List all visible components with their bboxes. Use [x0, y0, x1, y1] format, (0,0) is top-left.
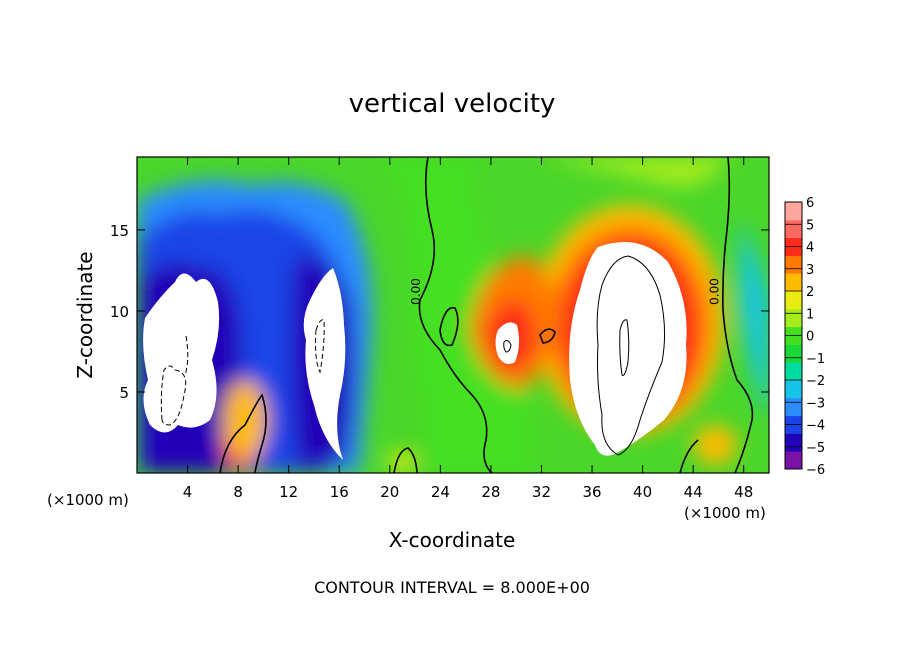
downdraft-core-west — [143, 273, 220, 433]
zero-contour-arc-left — [219, 393, 267, 473]
colorbar-swatch — [785, 362, 802, 381]
x-tick-label: 48 — [734, 483, 753, 501]
colorbar-swatch — [785, 380, 802, 399]
colorbar-swatch — [785, 273, 802, 292]
x-tick-label: 16 — [330, 483, 349, 501]
updraft-core-east — [569, 242, 687, 456]
colorbar-tick-label: 0 — [806, 330, 814, 345]
colorbar-tick-label: 5 — [806, 218, 814, 233]
contour-label: 0.00 — [409, 278, 423, 305]
contour-labels: 0.00 0.00 — [409, 278, 721, 305]
zero-contour-cell — [539, 328, 556, 344]
x-tick-label: 36 — [582, 483, 601, 501]
plot-frame — [136, 156, 770, 474]
colorbar: 6 5 4 3 2 1 0 −1 −2 −3 −4 −5 −6 — [784, 196, 825, 478]
updraft-contour-inner — [619, 319, 630, 376]
y-tick-label: 10 — [110, 303, 129, 321]
colorbar-tick-label: −1 — [806, 352, 825, 367]
y-tick-label: 5 — [119, 384, 129, 402]
colorbar-swatch — [785, 451, 802, 470]
zero-contour-east — [722, 157, 754, 473]
zero-contour-dome — [393, 447, 418, 473]
zero-contour-loop — [439, 306, 459, 347]
y-tick-label: 15 — [110, 222, 129, 240]
colorbar-tick-label: −3 — [806, 396, 825, 411]
x-tick-label: 40 — [633, 483, 652, 501]
x-unit-label-right: (×1000 m) — [684, 504, 766, 522]
colorbar-swatch — [785, 291, 802, 310]
colorbar-swatch — [785, 219, 802, 239]
colorbar-tick-label: −5 — [806, 441, 825, 456]
colorbar-swatch — [785, 397, 802, 417]
colorbar-tick-label: −2 — [806, 374, 825, 389]
colorbar-tick-label: 6 — [806, 196, 814, 211]
colorbar-tick-label: 1 — [806, 307, 814, 322]
colorbar-tick-label: −4 — [806, 419, 825, 434]
colorbar-swatch — [785, 308, 802, 328]
downdraft-contour-west — [160, 365, 187, 426]
colorbar-swatch — [785, 433, 802, 452]
colorbar-swatch — [785, 202, 802, 221]
x-tick-label: 12 — [279, 483, 298, 501]
x-tick-label: 24 — [431, 483, 450, 501]
x-tick-label: 20 — [380, 483, 399, 501]
x-axis-ticks: 4 8 12 16 20 24 28 32 36 40 44 48 — [183, 157, 753, 501]
downdraft-contour-west-line — [184, 335, 189, 376]
x-tick-label: 4 — [183, 483, 193, 501]
contour-interval-note: CONTOUR INTERVAL = 8.000E+00 — [314, 578, 590, 597]
x-tick-label: 44 — [684, 483, 703, 501]
zero-contour-west — [418, 157, 493, 473]
colorbar-swatch — [785, 255, 802, 274]
y-axis-label: Z-coordinate — [73, 251, 97, 378]
contour-label: 0.00 — [707, 278, 721, 305]
x-tick-label: 8 — [233, 483, 243, 501]
colorbar-tick-label: −6 — [806, 463, 825, 478]
chart-title: vertical velocity — [349, 89, 556, 119]
updraft-core-small — [495, 322, 520, 364]
downdraft-contour-central — [315, 319, 325, 374]
y-axis-ticks: 5 10 15 — [110, 222, 769, 402]
colorbar-tick-label: 3 — [806, 263, 814, 278]
zero-contour-southeast — [679, 439, 699, 473]
velocity-field: 0.00 0.00 — [137, 157, 769, 473]
x-tick-label: 28 — [481, 483, 500, 501]
x-unit-label: (×1000 m) — [47, 491, 129, 509]
colorbar-tick-label: 4 — [806, 241, 814, 256]
updraft-contour-outer — [596, 255, 666, 456]
x-tick-label: 32 — [532, 483, 551, 501]
downdraft-core-central — [303, 268, 346, 460]
colorbar-tick-label: 2 — [806, 285, 814, 300]
x-axis-label: X-coordinate — [389, 528, 516, 552]
colorbar-swatch — [785, 344, 802, 363]
updraft-contour-small — [503, 340, 512, 353]
